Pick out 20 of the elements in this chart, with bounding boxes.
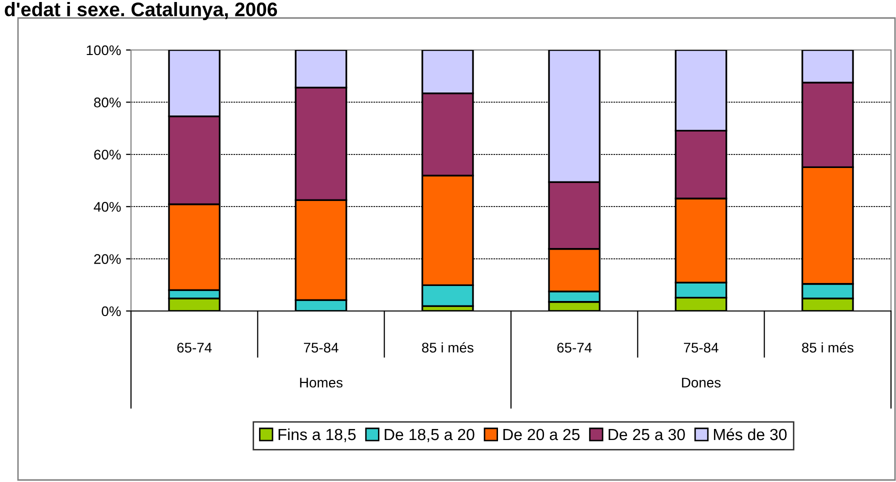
x-tick-label: 85 i més [802, 342, 854, 353]
legend-label: De 25 a 30 [608, 428, 685, 440]
x-tick-label: 75-84 [304, 342, 338, 353]
y-tick-label: 60% [94, 150, 121, 160]
legend-label: Fins a 18,5 [278, 428, 356, 442]
x-tick-label: 65-74 [177, 342, 212, 353]
text: Dones [682, 378, 721, 388]
y-tick-label: 0% [102, 306, 121, 316]
y-tick-label: 100% [86, 45, 121, 56]
text: Homes [300, 378, 342, 388]
legend-label: Més de 30 [714, 428, 787, 440]
legend-label: De 18,5 a 20 [384, 428, 474, 442]
y-tick-label: 80% [94, 98, 121, 108]
chart-title: d'edat i sexe. Catalunya, 2006 [4, 2, 278, 20]
x-tick-label: 85 i més [422, 342, 474, 353]
x-tick-label: 65-74 [557, 342, 592, 353]
legend-label: De 20 a 25 [503, 428, 580, 440]
y-tick-label: 20% [94, 254, 121, 264]
y-tick-label: 40% [94, 202, 121, 212]
x-tick-label: 75-84 [684, 342, 718, 353]
